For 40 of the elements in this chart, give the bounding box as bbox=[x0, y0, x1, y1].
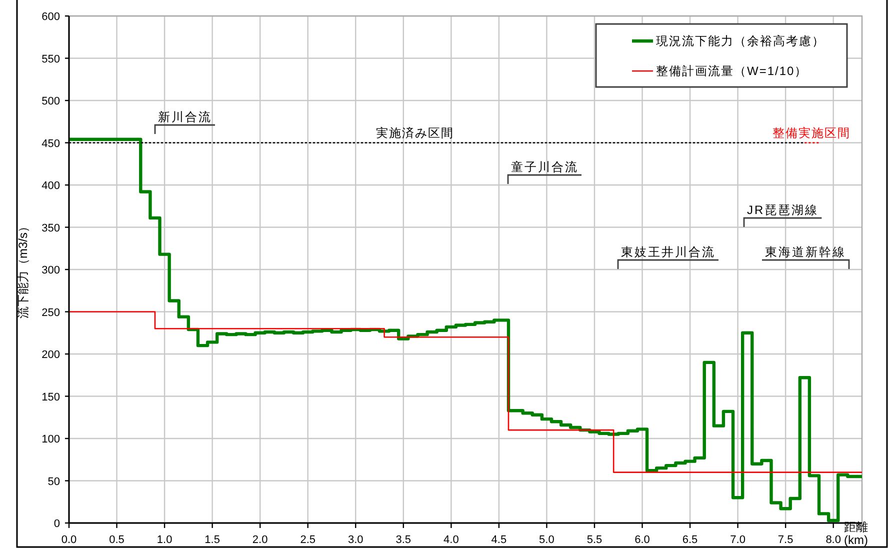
y-tick-label: 500 bbox=[42, 96, 60, 108]
annotation: 整備実施区間 bbox=[772, 126, 850, 140]
y-tick-label: 150 bbox=[42, 391, 60, 404]
y-tick-label: 600 bbox=[42, 11, 60, 23]
x-tick-label: 2.0 bbox=[252, 534, 268, 546]
y-tick-label: 0 bbox=[54, 518, 60, 530]
x-tick-label: 5.5 bbox=[586, 534, 602, 546]
y-tick-label: 450 bbox=[42, 138, 60, 150]
x-tick-label: 3.5 bbox=[396, 534, 412, 546]
y-tick-label: 350 bbox=[42, 222, 60, 234]
x-tick-label: 1.0 bbox=[156, 534, 172, 546]
y-tick-label: 100 bbox=[42, 434, 60, 446]
y-tick-label: 400 bbox=[42, 180, 60, 192]
x-tick-label: 4.5 bbox=[491, 534, 507, 546]
y-tick-label: 550 bbox=[42, 53, 60, 66]
x-tick-label: 0.5 bbox=[109, 534, 124, 546]
annotation: 童子川合流 bbox=[511, 160, 578, 174]
x-tick-label: 5.0 bbox=[539, 534, 554, 546]
y-tick-label: 250 bbox=[42, 306, 60, 319]
x-tick-label: 7.5 bbox=[778, 534, 794, 546]
y-tick-label: 300 bbox=[42, 264, 60, 276]
x-tick-label: 0.0 bbox=[61, 534, 77, 546]
y-tick-label: 50 bbox=[48, 476, 60, 488]
x-tick-label: 4.0 bbox=[444, 534, 459, 546]
x-tick-label: 2.5 bbox=[300, 534, 316, 546]
legend-label: 現況流下能力（余裕高考慮） bbox=[656, 34, 825, 48]
legend-label: 整備計画流量（W=1/10） bbox=[656, 64, 808, 78]
annotation: 東海道新幹線 bbox=[765, 245, 846, 259]
x-tick-label: 6.0 bbox=[634, 534, 650, 546]
annotation: JR琵琶湖線 bbox=[747, 203, 819, 217]
x-tick-label: 8.0 bbox=[826, 534, 841, 546]
y-tick-label: 200 bbox=[42, 349, 60, 361]
x-tick-label: 6.5 bbox=[682, 534, 698, 546]
annotation: 東妓王井川合流 bbox=[621, 245, 716, 259]
x-tick-label: 3.0 bbox=[348, 534, 364, 546]
x-tick-label: 7.0 bbox=[730, 534, 746, 546]
annotation: 実施済み区間 bbox=[376, 126, 454, 140]
x-tick-label: 1.5 bbox=[204, 534, 220, 546]
annotation: 新川合流 bbox=[158, 110, 212, 124]
y-axis-title: 流下能力（m3/s） bbox=[16, 220, 30, 319]
